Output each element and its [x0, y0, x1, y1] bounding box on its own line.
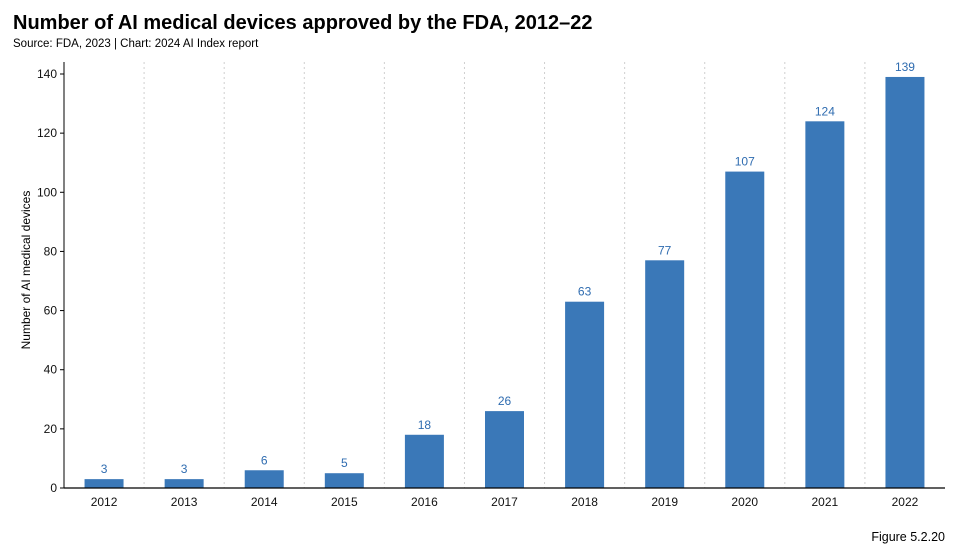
axes: [60, 62, 945, 489]
chart-title: Number of AI medical devices approved by…: [13, 12, 593, 34]
bar-2012: [84, 479, 124, 488]
grid-lines: [143, 62, 866, 488]
bar-2017: [485, 411, 524, 488]
data-label-2021: 124: [815, 104, 835, 118]
bar-2018: [565, 301, 605, 488]
x-tick-label: 2012: [91, 495, 118, 509]
bar-2015: [324, 473, 364, 488]
y-tick-label: 80: [44, 244, 58, 258]
x-tick-label: 2017: [491, 495, 518, 509]
data-label-2017: 26: [498, 394, 512, 408]
x-tick-label: 2014: [251, 495, 278, 509]
x-tick-label: 2022: [892, 495, 919, 509]
x-tick-label: 2021: [812, 495, 839, 509]
data-label-2018: 63: [578, 285, 592, 299]
data-label-2013: 3: [181, 462, 188, 476]
x-tick-label: 2018: [571, 495, 598, 509]
y-tick-label: 140: [37, 67, 57, 81]
data-label-2014: 6: [261, 453, 268, 467]
y-tick-label: 0: [50, 481, 57, 495]
data-label-2020: 107: [735, 155, 755, 169]
data-label-2015: 5: [341, 456, 348, 470]
y-tick-label: 20: [44, 422, 58, 436]
bar-2020: [725, 171, 765, 489]
x-tick-label: 2016: [411, 495, 438, 509]
y-tick-label: 40: [44, 363, 58, 377]
x-tick-label: 2019: [651, 495, 678, 509]
bar-2021: [805, 121, 845, 489]
y-tick-label: 60: [44, 304, 58, 318]
data-label-2016: 18: [418, 418, 432, 432]
bar-2016: [404, 434, 444, 488]
x-tick-label: 2013: [171, 495, 198, 509]
x-tick-label: 2020: [731, 495, 758, 509]
figure-label: Figure 5.2.20: [871, 530, 945, 544]
data-label-2019: 77: [658, 243, 672, 257]
bar-2013: [164, 479, 204, 488]
x-tick-label: 2015: [331, 495, 358, 509]
labels: 3 2012 3 2013 6 2014 5 2015 18 2016 26 2017 63 2018 77…: [37, 60, 919, 509]
data-label-2012: 3: [101, 462, 108, 476]
y-tick-label: 100: [37, 185, 57, 199]
y-tick-label: 120: [37, 126, 57, 140]
data-label-2022: 139: [895, 60, 915, 74]
bar-2014: [244, 470, 284, 488]
bars: [84, 76, 925, 489]
bar-2019: [645, 260, 685, 488]
chart-subtitle: Source: FDA, 2023 | Chart: 2024 AI Index…: [13, 38, 259, 50]
bar-2022: [885, 76, 925, 488]
